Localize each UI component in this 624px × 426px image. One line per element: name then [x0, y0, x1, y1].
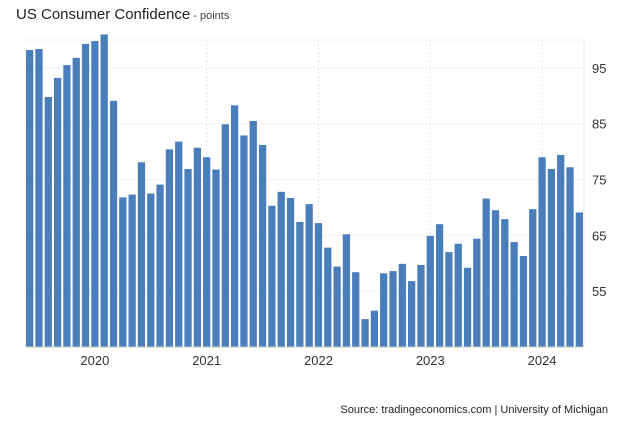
x-tick-label: 2024 [528, 353, 557, 368]
bar [128, 194, 136, 347]
bar [109, 100, 118, 347]
y-tick-label: 95 [592, 61, 606, 76]
bar [352, 272, 360, 347]
bar [26, 50, 34, 347]
bar [249, 120, 257, 347]
bar [63, 65, 71, 348]
bar [230, 105, 239, 347]
bar [44, 96, 52, 348]
bar [557, 154, 565, 347]
bar [277, 191, 285, 347]
bar [324, 247, 332, 347]
bar [519, 256, 528, 347]
bar [221, 124, 229, 347]
bar [510, 242, 518, 347]
bar [361, 319, 369, 347]
bar [435, 224, 444, 347]
bar [165, 149, 174, 347]
bar [286, 197, 295, 347]
bar [137, 162, 146, 347]
chart-title: US Consumer Confidence [16, 6, 191, 23]
bar [296, 221, 304, 347]
bar [147, 193, 155, 347]
bar [342, 234, 351, 347]
y-tick-label: 85 [592, 117, 606, 132]
chart-title-block: US Consumer Confidence - points [16, 6, 229, 24]
bar [417, 264, 425, 347]
bar [314, 223, 323, 347]
bar [463, 267, 472, 347]
bar [333, 266, 341, 347]
bar [566, 167, 574, 347]
bar [175, 141, 183, 347]
bar [193, 147, 201, 347]
bar [380, 273, 388, 347]
x-tick-label: 2021 [192, 353, 221, 368]
bar [100, 34, 108, 347]
bar [398, 263, 406, 347]
bar [305, 204, 313, 347]
bar [212, 169, 220, 347]
bar [426, 235, 434, 347]
bar [119, 197, 127, 347]
bar [529, 209, 537, 347]
bar [156, 184, 164, 347]
x-tick-label: 2020 [80, 353, 109, 368]
bar [547, 168, 556, 347]
source-note: Source: tradingeconomics.com | Universit… [340, 404, 608, 416]
bar [35, 48, 43, 347]
bar [501, 219, 509, 347]
bar [184, 168, 192, 347]
bar [268, 205, 276, 347]
bar [258, 144, 267, 347]
bar [389, 271, 397, 347]
bar [473, 238, 481, 347]
bar [81, 43, 90, 347]
bar [53, 77, 62, 347]
x-tick-label: 2022 [304, 353, 333, 368]
bar [72, 57, 80, 347]
x-tick-label: 2023 [416, 353, 445, 368]
bar [91, 41, 99, 347]
chart-subtitle: - points [193, 10, 230, 22]
bar [370, 310, 379, 347]
y-tick-label: 55 [592, 284, 606, 299]
y-tick-label: 75 [592, 173, 606, 188]
bar [575, 212, 583, 347]
bar [240, 135, 248, 347]
bar [491, 210, 500, 347]
y-tick-label: 65 [592, 228, 606, 243]
bar [482, 198, 490, 347]
bar [203, 157, 211, 347]
bar [408, 281, 416, 347]
bar [538, 157, 546, 347]
bar [454, 243, 462, 347]
bar [445, 252, 453, 347]
